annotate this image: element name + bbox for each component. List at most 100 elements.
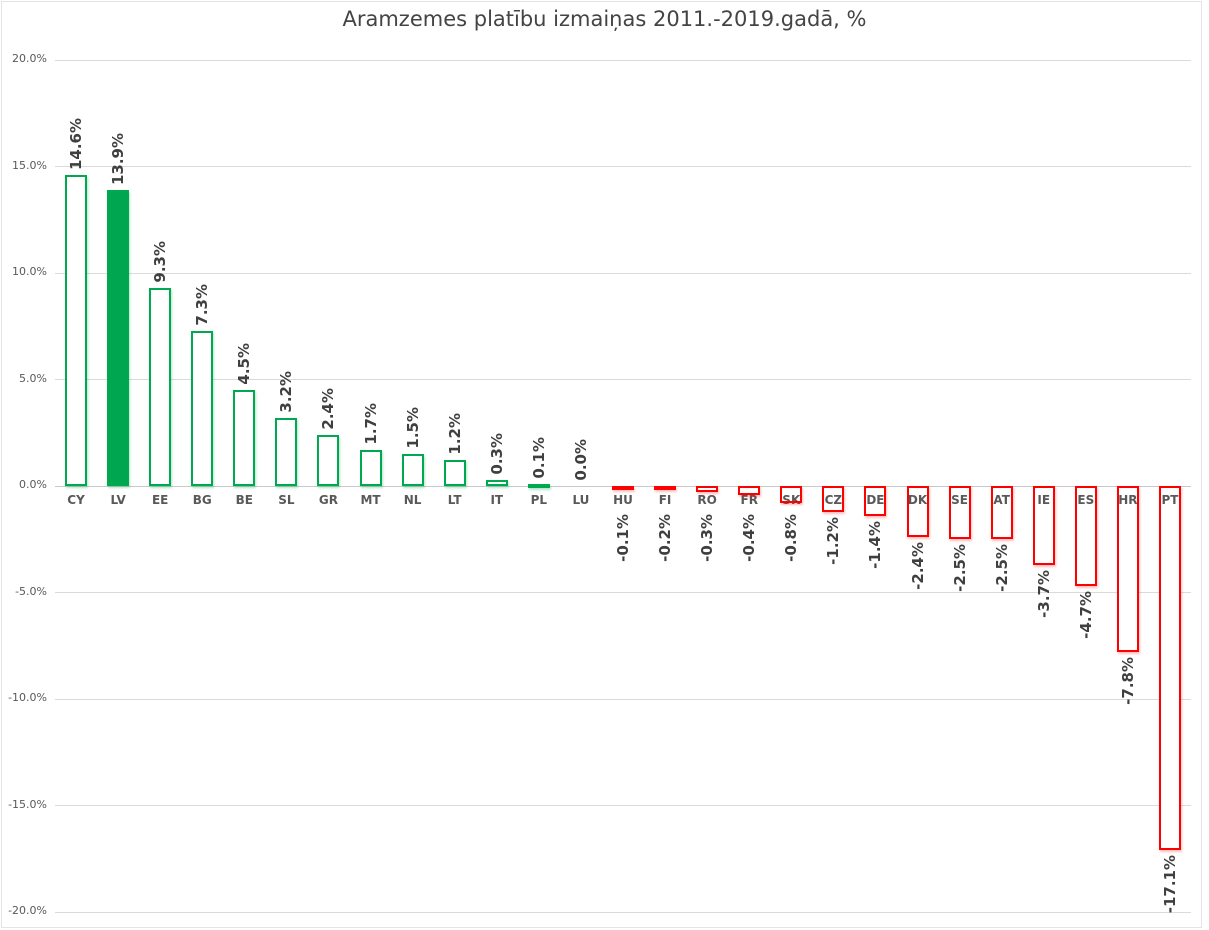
bar-fill-EE bbox=[149, 288, 172, 486]
value-label-SL: 3.2% bbox=[277, 371, 296, 413]
value-label-ES: -4.7% bbox=[1076, 591, 1095, 639]
bar-fill-BG bbox=[191, 331, 214, 486]
bar-fill-FR bbox=[738, 486, 761, 495]
bar-outline-BG bbox=[191, 331, 214, 486]
bar-fill-IE bbox=[1032, 486, 1055, 565]
category-label-BE: BE bbox=[235, 493, 253, 507]
bar-outline-SL bbox=[275, 418, 298, 486]
bar-fill-SE bbox=[948, 486, 971, 539]
value-label-AT: -2.5% bbox=[992, 544, 1011, 592]
value-label-IT: 0.3% bbox=[487, 433, 506, 475]
value-label-SK: -0.8% bbox=[782, 514, 801, 562]
category-label-LV: LV bbox=[110, 493, 126, 507]
bar-fill-CY bbox=[65, 175, 88, 486]
bar-outline-HR bbox=[1116, 486, 1139, 652]
bar-outline-NL bbox=[401, 454, 424, 486]
value-label-MT: 1.7% bbox=[361, 403, 380, 445]
bar-outline-LV bbox=[107, 190, 130, 486]
bar-outline-IT bbox=[485, 480, 508, 486]
category-label-LU: LU bbox=[572, 493, 590, 507]
ytick--20.0%: -20.0% bbox=[8, 904, 47, 917]
category-label-DE: DE bbox=[866, 493, 885, 507]
value-label-FR: -0.4% bbox=[740, 514, 759, 562]
value-label-DE: -1.4% bbox=[866, 521, 885, 569]
bar-outline-EE bbox=[149, 288, 172, 486]
bar-fill-AT bbox=[990, 486, 1013, 539]
value-label-CY: 14.6% bbox=[67, 117, 86, 170]
ytick-0.0%: 0.0% bbox=[19, 478, 47, 491]
value-label-RO: -0.3% bbox=[698, 514, 717, 562]
category-label-SK: SK bbox=[782, 493, 801, 507]
gridline--20.0% bbox=[55, 911, 1191, 913]
value-label-HR: -7.8% bbox=[1118, 657, 1137, 705]
bar-outline-PT bbox=[1158, 486, 1181, 850]
bar-fill-ES bbox=[1074, 486, 1097, 586]
category-label-FR: FR bbox=[740, 493, 758, 507]
gridline-5.0% bbox=[55, 379, 1191, 380]
category-label-LT: LT bbox=[447, 493, 462, 507]
category-label-BG: BG bbox=[192, 493, 212, 507]
gridline--15.0% bbox=[55, 805, 1191, 806]
value-label-FI: -0.2% bbox=[656, 514, 675, 562]
bar-outline-CY bbox=[65, 175, 88, 486]
category-label-NL: NL bbox=[403, 493, 422, 507]
ytick--10.0%: -10.0% bbox=[8, 691, 47, 704]
category-label-PL: PL bbox=[530, 493, 548, 507]
bar-fill-PT bbox=[1158, 486, 1181, 850]
category-label-GR: GR bbox=[318, 493, 339, 507]
bar-fill-CZ bbox=[822, 486, 845, 512]
value-label-EE: 9.3% bbox=[151, 241, 170, 283]
bar-fill-IT bbox=[485, 480, 508, 486]
value-label-CZ: -1.2% bbox=[824, 517, 843, 565]
gridline--10.0% bbox=[55, 698, 1191, 700]
bar-outline-FR bbox=[738, 486, 761, 495]
bar-outline-ES bbox=[1074, 486, 1097, 586]
bar-outline-DE bbox=[864, 486, 887, 516]
bar-outline-BE bbox=[233, 390, 256, 486]
value-label-NL: 1.5% bbox=[403, 407, 422, 449]
bar-outline-PL bbox=[527, 484, 550, 488]
chart-title: Aramzemes platību izmaiņas 2011.-2019.ga… bbox=[342, 7, 867, 31]
value-label-LV: 13.9% bbox=[109, 132, 128, 185]
category-label-DK: DK bbox=[907, 493, 928, 507]
bar-outline-LT bbox=[443, 460, 466, 486]
category-label-ES: ES bbox=[1077, 493, 1095, 507]
value-label-GR: 2.4% bbox=[319, 388, 338, 430]
bar-fill-MT bbox=[359, 450, 382, 486]
gridline-20.0% bbox=[55, 59, 1191, 61]
gridline-15.0% bbox=[55, 166, 1191, 167]
bar-outline-IE bbox=[1032, 486, 1055, 565]
bar-fill-LT bbox=[443, 460, 466, 486]
category-label-SL: SL bbox=[278, 493, 295, 507]
ytick-5.0%: 5.0% bbox=[19, 371, 47, 385]
bar-outline-SK bbox=[780, 486, 803, 503]
category-label-RO: RO bbox=[697, 493, 717, 507]
ytick--15.0%: -15.0% bbox=[8, 797, 47, 811]
bar-outline-DK bbox=[906, 486, 929, 537]
bar-outline-CZ bbox=[822, 486, 845, 512]
bar-fill-DK bbox=[906, 486, 929, 537]
gridline-10.0% bbox=[55, 272, 1191, 274]
bar-fill-HR bbox=[1116, 486, 1139, 652]
category-label-IE: IE bbox=[1037, 493, 1051, 507]
category-label-PT: PT bbox=[1161, 493, 1179, 507]
bar-outline-GR bbox=[317, 435, 340, 486]
bar-fill-GR bbox=[317, 435, 340, 486]
ytick-20.0%: 20.0% bbox=[12, 52, 47, 65]
category-label-IT: IT bbox=[490, 493, 504, 507]
value-label-LT: 1.2% bbox=[445, 413, 464, 455]
bar-outline-SE bbox=[948, 486, 971, 539]
bar-fill-BE bbox=[233, 390, 256, 486]
category-label-SE: SE bbox=[951, 493, 968, 507]
ytick-15.0%: 15.0% bbox=[12, 158, 47, 172]
bar-outline-RO bbox=[696, 486, 719, 492]
bar-fill-SK bbox=[780, 486, 803, 503]
ytick-10.0%: 10.0% bbox=[12, 265, 47, 278]
value-label-LU: 0.0% bbox=[571, 439, 590, 481]
gridline--5.0% bbox=[55, 592, 1191, 593]
bar-fill-RO bbox=[696, 486, 719, 492]
bar-outline-HU bbox=[612, 486, 634, 490]
value-label-BG: 7.3% bbox=[193, 284, 212, 326]
category-label-FI: FI bbox=[658, 493, 672, 507]
